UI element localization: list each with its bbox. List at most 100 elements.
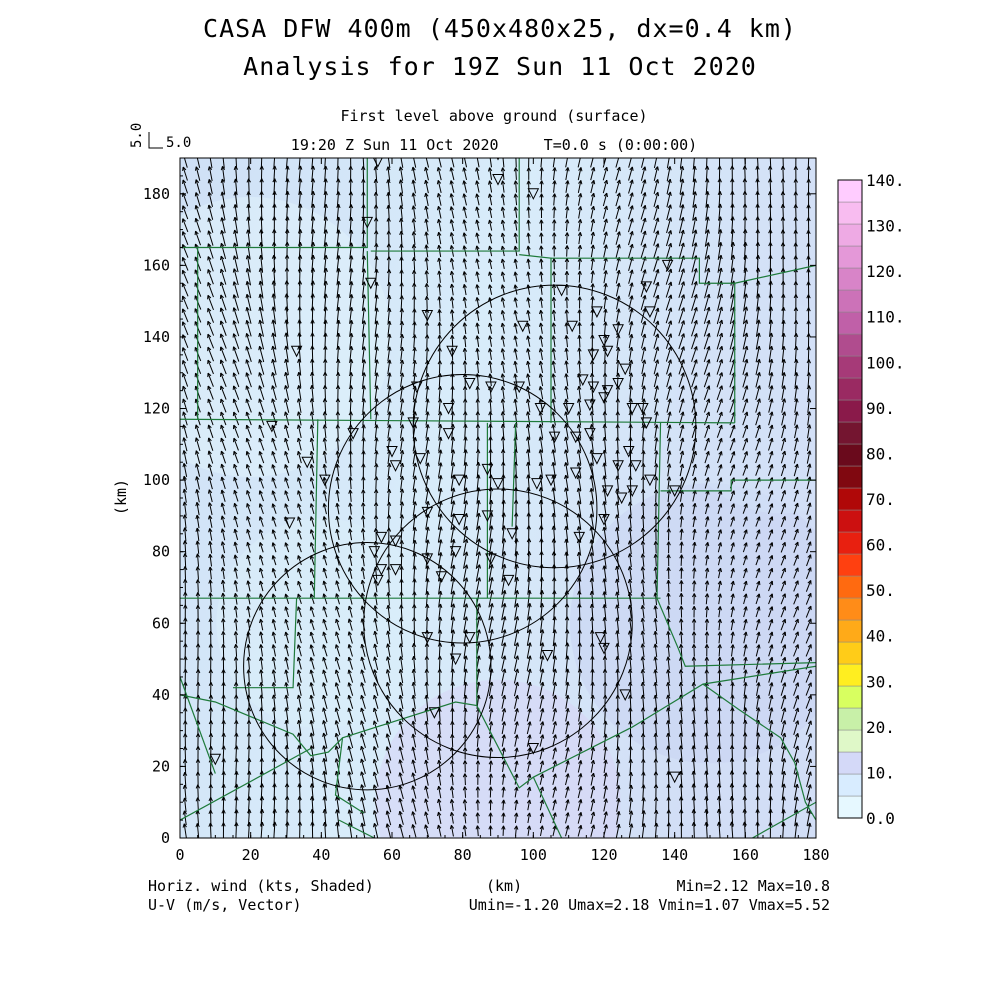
- wind-vector: [616, 475, 619, 491]
- wind-vector-head: [501, 721, 506, 726]
- wind-vector-head: [437, 244, 442, 250]
- wind-vector-head: [476, 551, 481, 556]
- wind-vector-head: [208, 643, 213, 648]
- wind-vector-head: [425, 411, 430, 416]
- wind-vector: [324, 822, 327, 838]
- wind-vector: [527, 799, 531, 811]
- wind-vector: [425, 682, 428, 697]
- wind-vector-head: [208, 528, 213, 533]
- wind-vector-head: [182, 450, 187, 455]
- wind-vector: [399, 424, 404, 439]
- wind-vector: [286, 821, 288, 838]
- wind-vector-head: [704, 554, 710, 560]
- wind-vector-head: [424, 798, 429, 803]
- wind-vector: [400, 321, 403, 336]
- wind-vector-head: [489, 616, 494, 621]
- wind-vector-head: [437, 257, 442, 262]
- wind-vector: [399, 746, 404, 761]
- wind-vector-head: [425, 565, 430, 570]
- wind-vector: [616, 630, 619, 645]
- wind-vector: [514, 538, 518, 557]
- wind-vector: [781, 796, 785, 814]
- wind-vector: [615, 192, 621, 207]
- wind-vector: [425, 218, 429, 232]
- wind-vector: [781, 398, 786, 413]
- wind-vector-head: [667, 424, 672, 429]
- wind-vector: [514, 747, 518, 760]
- wind-vector: [413, 360, 416, 374]
- wind-vector-head: [704, 593, 710, 598]
- wind-vector: [716, 424, 723, 438]
- wind-vector-head: [756, 618, 761, 624]
- wind-vector: [386, 797, 392, 813]
- wind-vector-head: [502, 655, 507, 660]
- wind-vector: [501, 603, 506, 621]
- wind-vector: [730, 631, 734, 644]
- wind-vector-head: [437, 772, 442, 778]
- wind-vector: [412, 785, 417, 799]
- wind-vector: [794, 398, 798, 413]
- wind-vector: [246, 333, 252, 350]
- wind-vector: [642, 669, 645, 684]
- wind-vector-head: [387, 346, 392, 351]
- wind-vector: [731, 770, 734, 788]
- wind-vector-head: [781, 732, 787, 738]
- wind-vector-head: [207, 269, 212, 274]
- wind-vector: [412, 798, 417, 812]
- wind-vector-head: [691, 631, 697, 636]
- wind-vector: [450, 258, 454, 270]
- wind-vector-head: [526, 219, 531, 224]
- wind-vector: [463, 474, 467, 492]
- wind-vector-head: [501, 812, 506, 817]
- wind-vector: [755, 477, 761, 489]
- wind-vector: [336, 529, 340, 540]
- wind-vector: [183, 463, 188, 477]
- wind-vector-head: [271, 385, 276, 390]
- wind-vector: [513, 681, 519, 697]
- wind-vector: [603, 565, 607, 581]
- wind-vector-head: [246, 516, 251, 521]
- wind-vector-head: [642, 333, 647, 339]
- wind-vector: [705, 770, 709, 788]
- wind-vector-head: [666, 515, 671, 520]
- wind-vector: [755, 345, 760, 363]
- wind-vector: [387, 476, 390, 490]
- wind-vector: [336, 242, 340, 260]
- wind-vector: [207, 308, 215, 323]
- wind-vector: [451, 309, 454, 322]
- wind-vector: [451, 760, 454, 773]
- wind-vector-head: [207, 307, 212, 313]
- wind-vector-head: [360, 707, 365, 713]
- wind-vector: [196, 476, 200, 490]
- wind-vector: [463, 825, 467, 837]
- wind-vector: [387, 308, 391, 323]
- wind-vector-head: [589, 565, 594, 570]
- wind-vector-head: [449, 812, 455, 817]
- wind-vector-head: [245, 268, 251, 273]
- wind-vector-head: [296, 424, 302, 429]
- wind-vector-head: [271, 694, 277, 699]
- wind-vector: [590, 565, 594, 582]
- wind-vector: [806, 797, 811, 813]
- wind-vector: [806, 450, 811, 464]
- wind-vector: [717, 242, 722, 260]
- wind-vector: [426, 669, 428, 684]
- wind-vector-head: [718, 503, 723, 508]
- wind-vector: [488, 538, 493, 557]
- wind-vector-head: [309, 411, 315, 416]
- wind-vector: [756, 306, 760, 325]
- wind-vector-head: [552, 193, 557, 198]
- wind-vector: [311, 229, 314, 247]
- wind-vector: [222, 745, 225, 762]
- wind-vector-head: [500, 193, 506, 198]
- wind-vector: [387, 346, 391, 362]
- wind-vector-head: [360, 554, 366, 559]
- wind-vector-head: [679, 528, 684, 533]
- wind-vector: [730, 606, 734, 618]
- wind-vector: [501, 538, 505, 557]
- wind-vector-head: [756, 411, 761, 416]
- wind-vector-head: [704, 656, 709, 661]
- wind-vector: [438, 219, 442, 232]
- wind-vector-head: [398, 643, 404, 648]
- wind-vector-head: [259, 694, 264, 699]
